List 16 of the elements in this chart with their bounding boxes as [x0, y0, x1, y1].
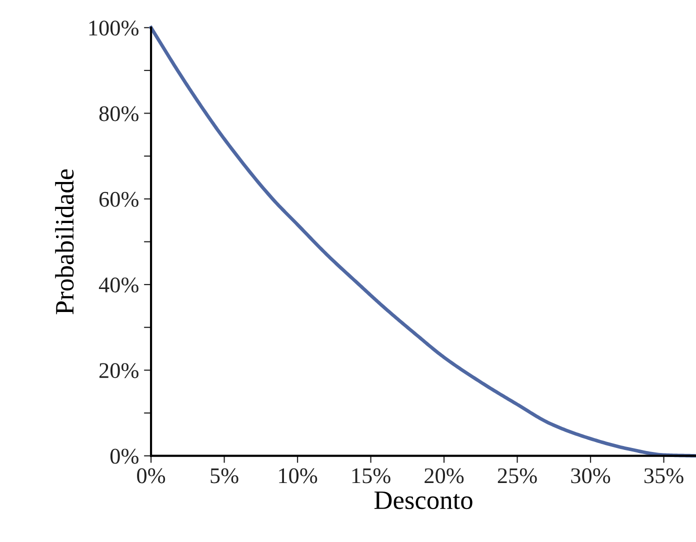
y-axis-title: Probabilidade: [55, 169, 74, 314]
x-tick-label: 0%: [137, 468, 166, 484]
x-tick-label: 15%: [352, 468, 390, 484]
x-axis-title: Desconto: [374, 492, 472, 510]
x-tick-label: 5%: [210, 468, 238, 484]
x-tick-label: 10%: [279, 468, 318, 484]
x-tick-label: 35%: [644, 468, 684, 484]
y-tick-label: 40%: [98, 277, 138, 293]
y-tick-label: 60%: [99, 192, 138, 207]
y-tick-label: 20%: [99, 363, 138, 378]
x-tick-label: 30%: [571, 468, 610, 484]
x-tick-label: 20%: [424, 468, 464, 484]
y-tick-label: 100%: [89, 20, 138, 36]
y-tick-label: 80%: [99, 106, 138, 122]
x-tick-label: 25%: [498, 468, 537, 484]
y-tick-label: 0%: [110, 448, 138, 464]
